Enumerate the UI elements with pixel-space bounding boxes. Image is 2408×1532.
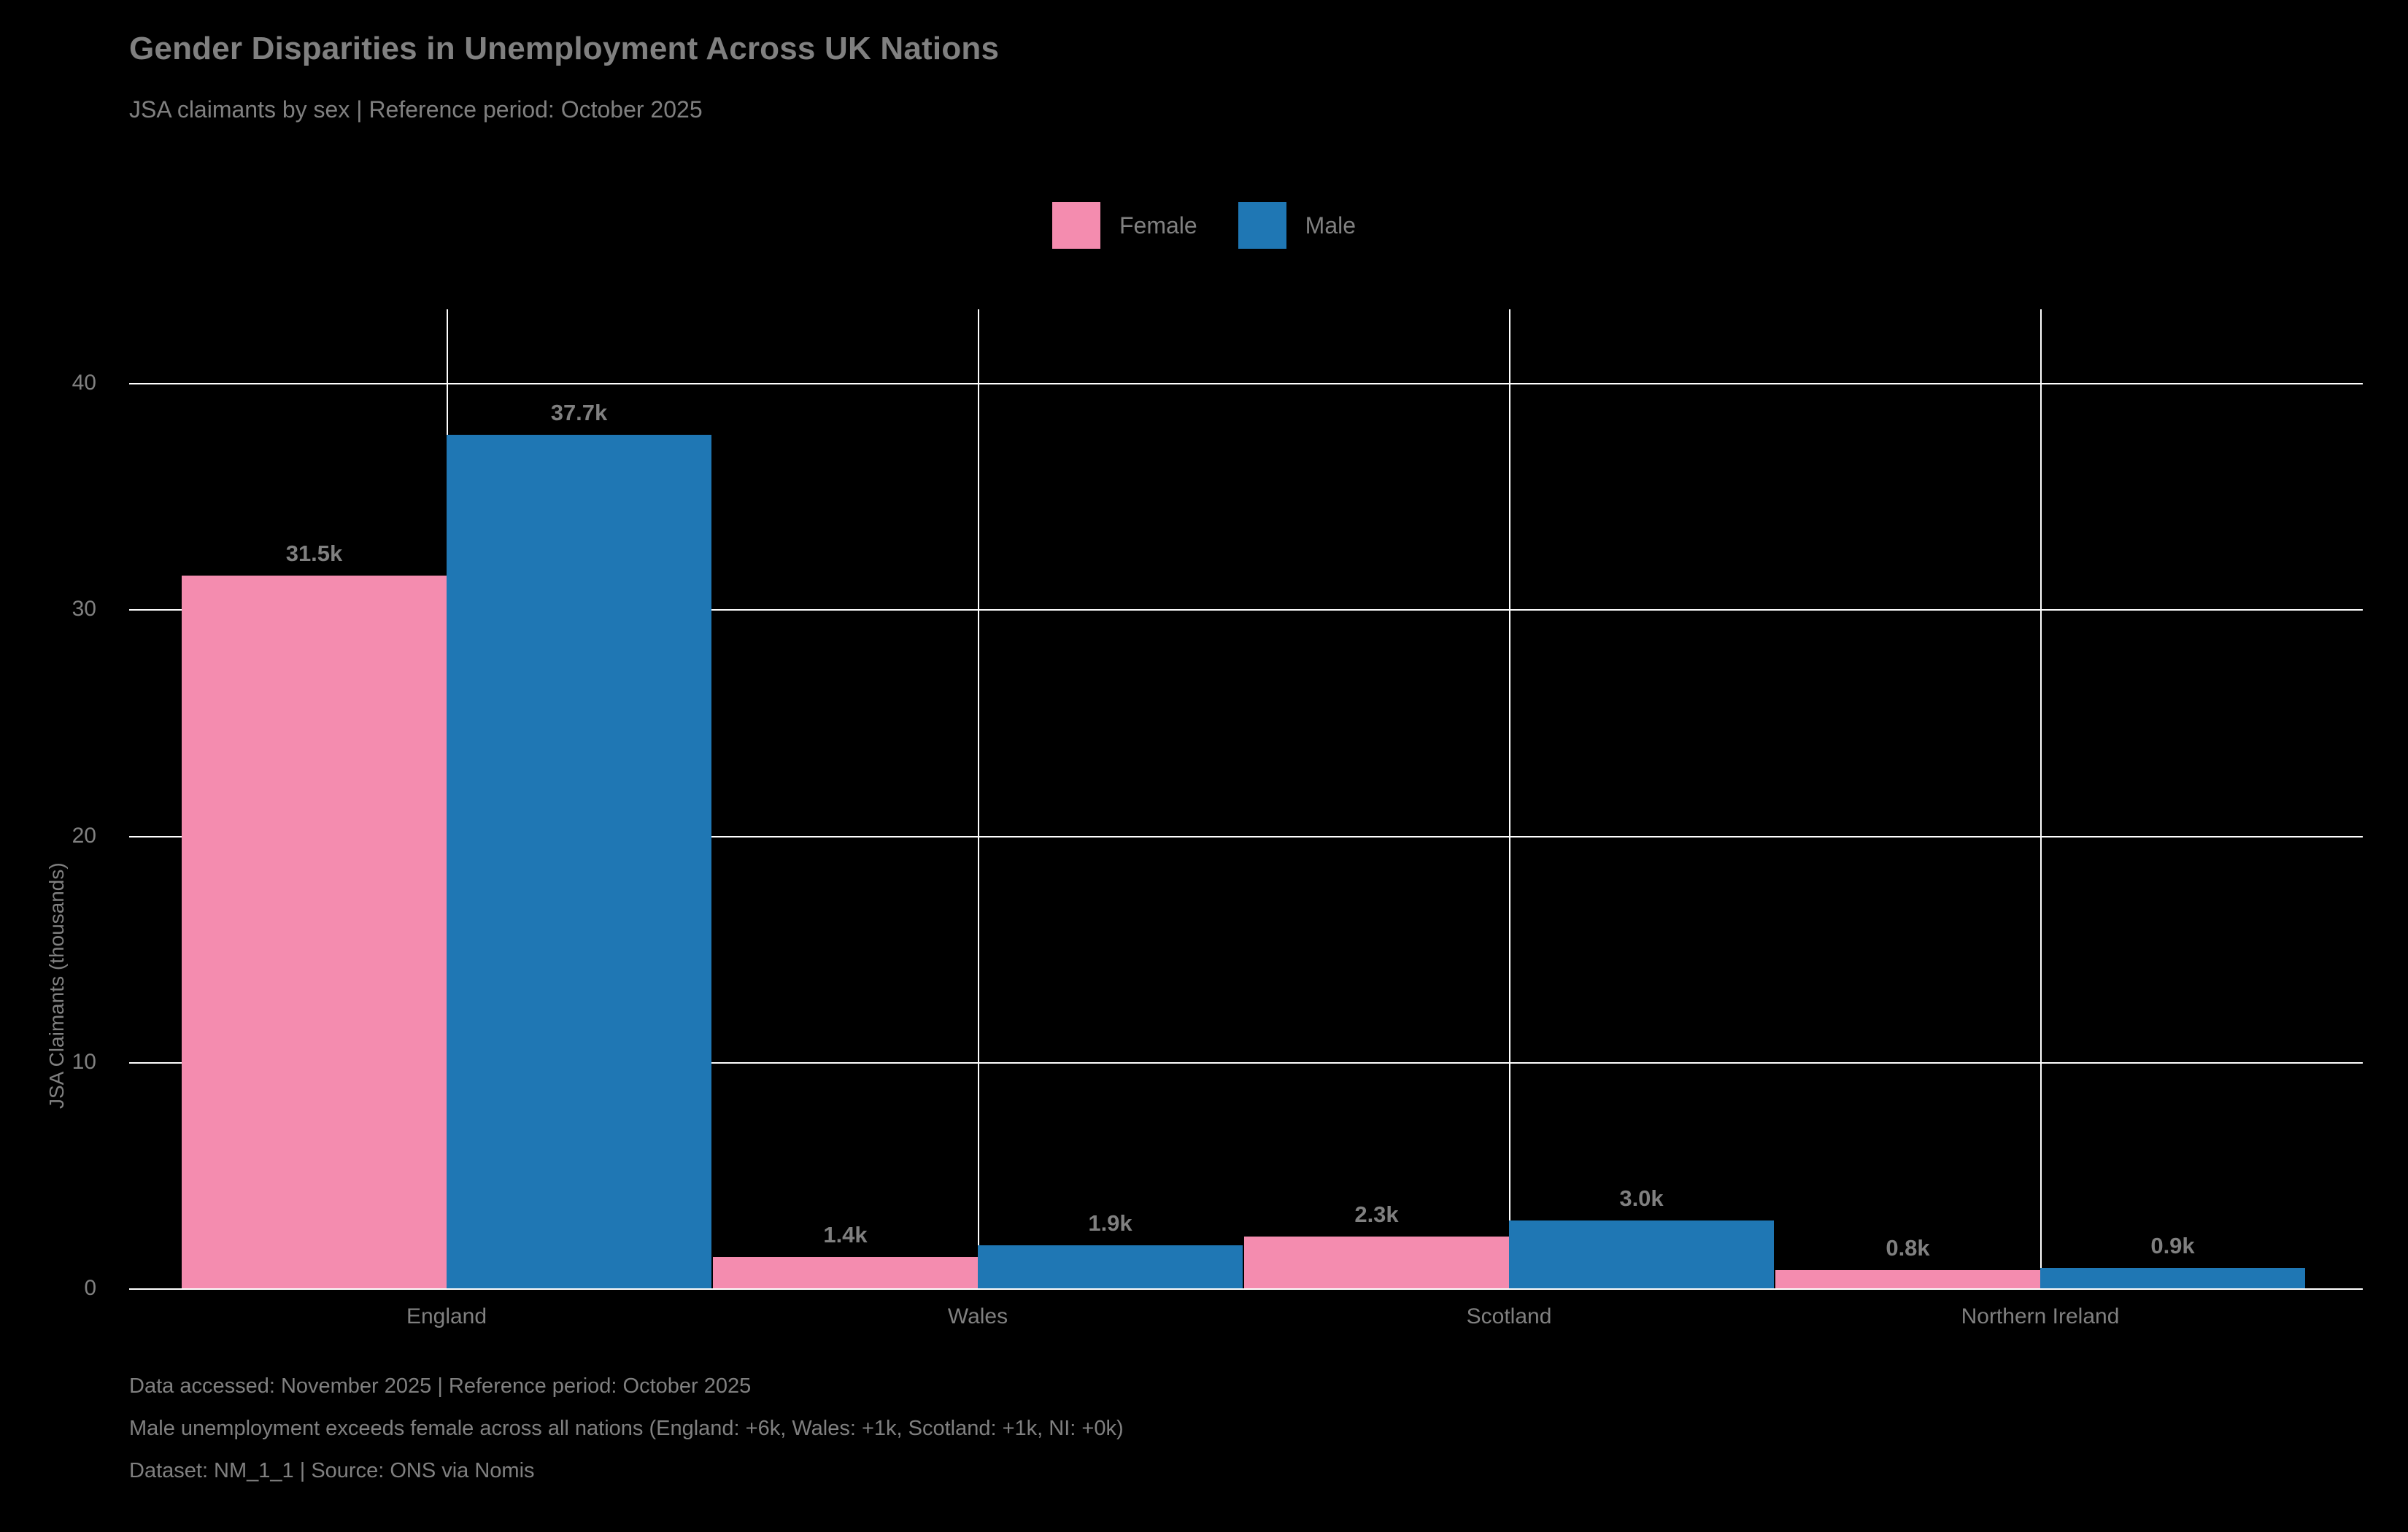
bar-value-label-england-male: 37.7k xyxy=(550,400,608,426)
bar-england-female[interactable] xyxy=(182,575,447,1288)
bar-scotland-female[interactable] xyxy=(1244,1236,1509,1288)
bar-wales-female[interactable] xyxy=(713,1256,978,1288)
bar-value-label-scotland-female: 2.3k xyxy=(1354,1201,1399,1227)
legend-swatch-female-icon xyxy=(1051,202,1100,249)
bar-value-label-northern-ireland-female: 0.8k xyxy=(1886,1235,1930,1261)
chart-legend: Female Male xyxy=(0,202,2408,249)
gridline-x-scotland xyxy=(1509,309,1510,1290)
chart-subtitle: JSA claimants by sex | Reference period:… xyxy=(129,96,703,123)
gridline-y-10 xyxy=(129,1061,2363,1064)
bar-value-label-wales-female: 1.4k xyxy=(823,1221,868,1247)
legend-item-female[interactable]: Female xyxy=(1051,202,1197,249)
y-axis-label: JSA Claimants (thousands) xyxy=(45,862,68,1109)
legend-item-male[interactable]: Male xyxy=(1238,202,1356,249)
y-tick-label-40: 40 xyxy=(72,371,96,395)
legend-swatch-male-icon xyxy=(1238,202,1286,249)
gridline-y-30 xyxy=(129,609,2363,611)
plot-area: 31.5k 37.7k 1.4k 1.9k 2.3k 3.0k 0.8k 0.9k xyxy=(129,309,2363,1290)
bar-value-label-scotland-male: 3.0k xyxy=(1619,1185,1664,1211)
bar-scotland-male[interactable] xyxy=(1509,1220,1774,1288)
y-tick-label-0: 0 xyxy=(84,1276,96,1300)
bar-wales-male[interactable] xyxy=(978,1245,1243,1288)
y-tick-label-10: 10 xyxy=(72,1049,96,1074)
bar-value-label-northern-ireland-male: 0.9k xyxy=(2150,1233,2195,1259)
bar-northern-ireland-female[interactable] xyxy=(1775,1270,2040,1288)
bar-value-label-wales-male: 1.9k xyxy=(1088,1210,1132,1237)
page-title: Gender Disparities in Unemployment Acros… xyxy=(129,31,1000,66)
gridline-y-20 xyxy=(129,835,2363,837)
gridline-x-northern-ireland xyxy=(2040,309,2042,1290)
legend-label-male: Male xyxy=(1305,212,1357,239)
footnote-source: Dataset: NM_1_1 | Source: ONS via Nomis xyxy=(129,1459,535,1482)
x-tick-label-wales: Wales xyxy=(947,1304,1008,1328)
x-tick-label-northern-ireland: Northern Ireland xyxy=(1961,1304,2120,1328)
x-tick-label-england: England xyxy=(406,1304,487,1328)
bar-northern-ireland-male[interactable] xyxy=(2040,1268,2305,1288)
footnote-data-accessed: Data accessed: November 2025 | Reference… xyxy=(129,1374,752,1398)
legend-label-female: Female xyxy=(1119,212,1197,239)
footnote-insight: Male unemployment exceeds female across … xyxy=(129,1417,1124,1440)
bar-england-male[interactable] xyxy=(447,435,711,1288)
x-tick-label-scotland: Scotland xyxy=(1466,1304,1552,1328)
bar-value-label-england-female: 31.5k xyxy=(285,540,343,566)
gridline-y-40 xyxy=(129,383,2363,384)
x-axis-line xyxy=(129,1288,2363,1290)
y-tick-label-20: 20 xyxy=(72,823,96,848)
gridline-x-wales xyxy=(978,309,979,1290)
y-tick-label-30: 30 xyxy=(72,597,96,622)
